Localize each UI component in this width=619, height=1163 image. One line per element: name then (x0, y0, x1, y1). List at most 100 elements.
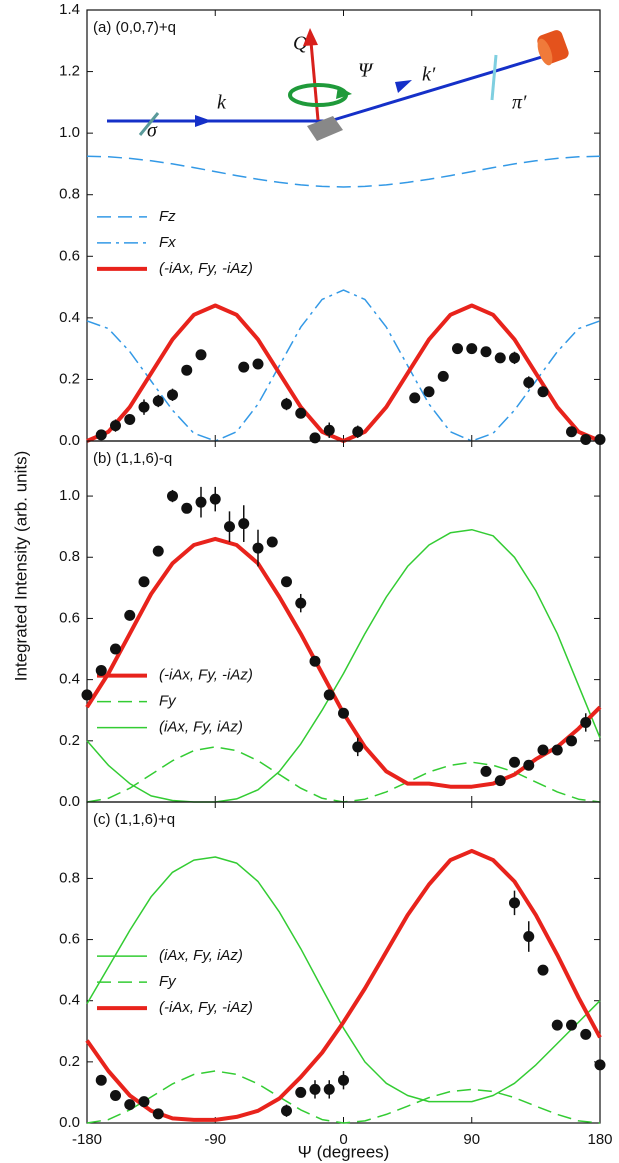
data-point (537, 386, 549, 398)
data-point (480, 346, 492, 358)
data-point (566, 1019, 577, 1031)
x-tick-label: 0 (339, 1131, 347, 1148)
data-point (523, 931, 535, 943)
data-point (238, 361, 250, 373)
annotation: Q (293, 33, 308, 55)
data-point (124, 609, 136, 621)
data-point (138, 401, 150, 413)
data-point (466, 343, 478, 355)
data-point (209, 493, 221, 505)
series-line (85, 536, 602, 789)
data-point (309, 655, 321, 667)
data-point (338, 707, 349, 719)
plot-frame (86, 440, 601, 803)
data-point (437, 370, 449, 382)
data-point (167, 490, 178, 502)
data-point (509, 897, 520, 909)
data-point (352, 426, 364, 438)
data-point (95, 664, 107, 676)
panel-label: (b) (1,1,6)-q (93, 450, 172, 467)
data-point (138, 1096, 150, 1108)
x-tick-label: 180 (587, 1131, 612, 1148)
data-point (309, 432, 321, 444)
legend-label: (-iAx, Fy, -iAz) (159, 667, 253, 684)
data-point (110, 420, 121, 432)
annotation: k (217, 92, 227, 114)
series-line (85, 848, 602, 1122)
data-point (580, 433, 592, 445)
data-point (352, 741, 364, 753)
annotation: π′ (512, 92, 527, 114)
data-point (152, 1108, 164, 1120)
legend-label: Fy (159, 693, 177, 710)
data-point (494, 352, 506, 364)
y-tick-label: 1.0 (59, 124, 80, 141)
data-point (423, 386, 435, 398)
data-point (523, 759, 535, 771)
y-tick-label: 1.2 (59, 63, 80, 80)
data-point (281, 1105, 292, 1117)
data-point (509, 756, 520, 768)
legend-label: (iAx, Fy, iAz) (159, 947, 243, 964)
data-point (281, 398, 292, 410)
y-tick-label: 0.2 (59, 370, 80, 387)
legend-label: (-iAx, Fy, -iAz) (159, 999, 253, 1016)
data-point (323, 1083, 335, 1095)
data-point (81, 689, 93, 701)
y-tick-label: 0.4 (59, 309, 80, 326)
panel-label: (a) (0,0,7)+q (93, 19, 176, 36)
x-tick-label: -90 (204, 1131, 226, 1148)
series-line (86, 1070, 601, 1124)
data-point (452, 343, 463, 355)
data-point (580, 716, 592, 728)
y-tick-label: 0.6 (59, 247, 80, 264)
series-line (86, 528, 601, 803)
data-point (195, 496, 207, 508)
series-line (86, 856, 601, 1103)
data-point (110, 1089, 121, 1101)
legend-label: Fx (159, 234, 176, 251)
y-tick-label: 0.8 (59, 869, 80, 886)
y-tick-label: 0.0 (59, 432, 80, 449)
y-tick-label: 0.6 (59, 931, 80, 948)
series-line (86, 746, 601, 803)
data-point (124, 1099, 136, 1111)
y-tick-label: 1.4 (59, 1, 80, 18)
data-point (281, 576, 292, 588)
data-point (480, 765, 492, 777)
data-point (181, 502, 193, 514)
data-point (152, 395, 164, 407)
data-point (266, 536, 278, 548)
data-point (95, 1074, 107, 1086)
x-tick-label: 90 (463, 1131, 480, 1148)
data-point (95, 429, 107, 441)
data-point (594, 433, 606, 445)
data-point (338, 1074, 349, 1086)
y-tick-label: 0.2 (59, 732, 80, 749)
data-point (295, 597, 307, 609)
annotation: Ψ (358, 60, 374, 82)
data-point (295, 1086, 307, 1098)
data-point (295, 407, 307, 419)
data-point (252, 542, 264, 554)
data-point (323, 424, 335, 436)
y-tick-label: 0.8 (59, 548, 80, 565)
data-point (494, 775, 506, 787)
series-line (86, 289, 601, 442)
data-point (551, 1019, 563, 1031)
y-tick-label: 1.0 (59, 487, 80, 504)
y-axis-label: Integrated Intensity (arb. units) (11, 451, 30, 682)
series-line (86, 155, 601, 188)
y-tick-label: 0.2 (59, 1053, 80, 1070)
legend-label: Fy (159, 973, 177, 990)
panel-label: (c) (1,1,6)+q (93, 811, 175, 828)
data-point (110, 643, 121, 655)
data-point (566, 735, 577, 747)
x-axis-label: Ψ (degrees) (298, 1142, 390, 1161)
data-point (323, 689, 335, 701)
scattering-geometry (107, 28, 569, 141)
data-point (309, 1083, 321, 1095)
data-point (594, 1059, 606, 1071)
data-point (167, 389, 178, 401)
data-point (195, 349, 207, 361)
